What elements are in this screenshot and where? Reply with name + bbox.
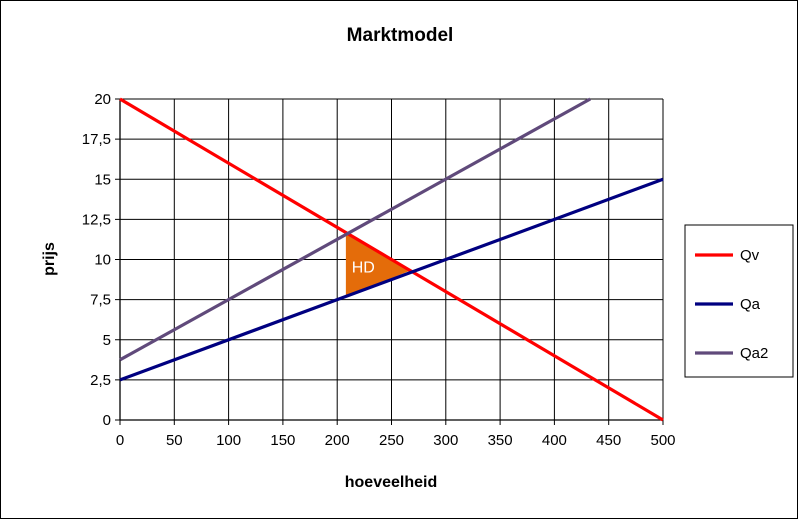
- y-tick-labels: 0 2,5 5 7,5 10 12,5 15 17,5 20: [82, 91, 111, 429]
- x-tick-label-7: 350: [488, 432, 513, 449]
- y-tick-label-3: 7,5: [90, 292, 111, 309]
- y-axis-label: prijs: [41, 242, 58, 276]
- y-tick-label-5: 12,5: [82, 211, 111, 228]
- x-tick-label-10: 500: [650, 432, 675, 449]
- x-axis-label: hoeveelheid: [345, 474, 437, 491]
- y-tick-label-6: 15: [94, 171, 111, 188]
- x-tick-label-0: 0: [116, 432, 124, 449]
- x-tick-label-6: 300: [433, 432, 458, 449]
- x-tick-label-8: 400: [542, 432, 567, 449]
- x-tick-label-4: 200: [325, 432, 350, 449]
- chart-title: Marktmodel: [347, 25, 454, 46]
- y-tick-label-2: 5: [103, 332, 111, 349]
- x-tick-label-3: 150: [270, 432, 295, 449]
- annotation-area-0: [345, 232, 410, 297]
- x-tick-label-1: 50: [166, 432, 183, 449]
- legend-label-qa: Qa: [740, 296, 761, 313]
- series-line-qa2: [119, 97, 592, 362]
- annotation-layer: HD: [345, 232, 410, 297]
- y-tick-label-0: 0: [103, 412, 111, 429]
- series-line-qa: [119, 177, 664, 382]
- y-tick-label-8: 20: [94, 91, 111, 108]
- x-tick-label-9: 450: [596, 432, 621, 449]
- legend: Qv Qa Qa2: [684, 224, 794, 378]
- series-layer: [119, 97, 664, 422]
- annotation-label-0: HD: [352, 260, 375, 277]
- legend-label-qv: Qv: [740, 247, 760, 264]
- legend-label-qa2: Qa2: [740, 345, 768, 362]
- x-tick-label-2: 100: [216, 432, 241, 449]
- x-tick-label-5: 250: [379, 432, 404, 449]
- y-tick-label-4: 10: [94, 252, 111, 269]
- plot-border: [119, 99, 663, 421]
- y-tick-label-7: 17,5: [82, 131, 111, 148]
- series-line-qv: [119, 97, 664, 422]
- x-tick-labels: 0 50 100 150 200 250 300 350 400 450 500: [116, 432, 676, 449]
- y-tick-label-1: 2,5: [90, 372, 111, 389]
